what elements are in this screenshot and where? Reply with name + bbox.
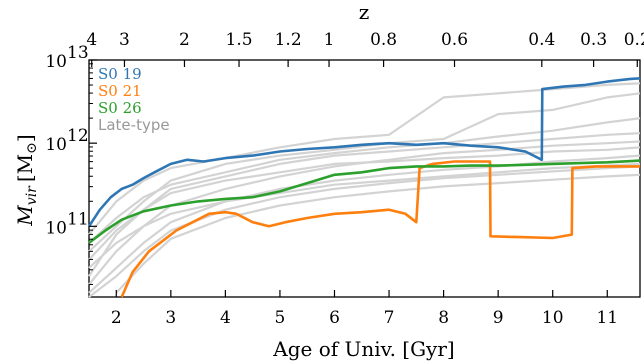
z-tick-label: 0.4 [528, 30, 555, 50]
series-line-s0-19 [87, 77, 641, 228]
y-tick-exponent: 11 [67, 209, 89, 229]
series-line-s0-21 [120, 160, 640, 298]
x-axis-ticks: 2 3 4 5 6 7 8 9 10 11 [111, 290, 618, 328]
legend-entry: Late-type [98, 116, 170, 134]
late-type-line-10 [88, 146, 641, 261]
x-tick-label: 10 [542, 308, 564, 328]
y-axis-label: Mvir[M⊙] [13, 134, 40, 226]
z-tick-label: 4 [86, 30, 97, 50]
z-tick-label: 0.3 [580, 30, 607, 50]
x-tick-label: 8 [438, 308, 449, 328]
z-tick-label: 0.6 [441, 30, 468, 50]
plot-frame [88, 59, 641, 298]
y-tick-label: 10 [45, 218, 67, 238]
late-type-line-12 [88, 117, 641, 244]
legend-entry: S0 19 [98, 65, 142, 83]
late-type-line-8 [88, 165, 641, 298]
x-tick-label: 4 [220, 308, 231, 328]
z-tick-label: 1.5 [226, 30, 253, 50]
y-tick-exponent: 12 [67, 126, 89, 146]
x-axis-label: Age of Univ. [Gyr] [272, 337, 454, 361]
legend-entry: S0 21 [98, 82, 142, 100]
x-tick-label: 6 [329, 308, 340, 328]
late-type-line-7 [88, 154, 641, 294]
y-tick-exponent: 13 [67, 43, 89, 63]
late-type-line-11 [115, 173, 641, 294]
x-tick-label: 3 [165, 308, 176, 328]
z-tick-label: 0.2 [624, 30, 644, 50]
x-tick-label: 9 [493, 308, 504, 328]
top-axis-label: z [359, 0, 370, 24]
x-tick-label: 5 [275, 308, 286, 328]
z-axis-ticks: 4 3 2 1.5 1.2 1 0.8 0.6 0.4 0.3 0.2 [86, 30, 644, 67]
legend-entry: S0 26 [98, 99, 142, 117]
late-type-line-4 [88, 92, 641, 253]
x-tick-label: 7 [384, 308, 395, 328]
z-tick-label: 3 [119, 30, 130, 50]
z-tick-label: 0.8 [370, 30, 397, 50]
y-tick-label: 10 [45, 52, 67, 72]
late-type-lines [88, 82, 641, 298]
z-tick-label: 1.2 [275, 30, 302, 50]
late-type-line-9 [88, 162, 641, 269]
z-tick-label: 1 [324, 30, 335, 50]
x-tick-label: 11 [596, 308, 618, 328]
z-tick-label: 2 [179, 30, 190, 50]
s0-lines [87, 77, 641, 298]
x-tick-label: 2 [111, 308, 122, 328]
series-line-s0-26 [88, 159, 641, 244]
y-tick-label: 10 [45, 135, 67, 155]
